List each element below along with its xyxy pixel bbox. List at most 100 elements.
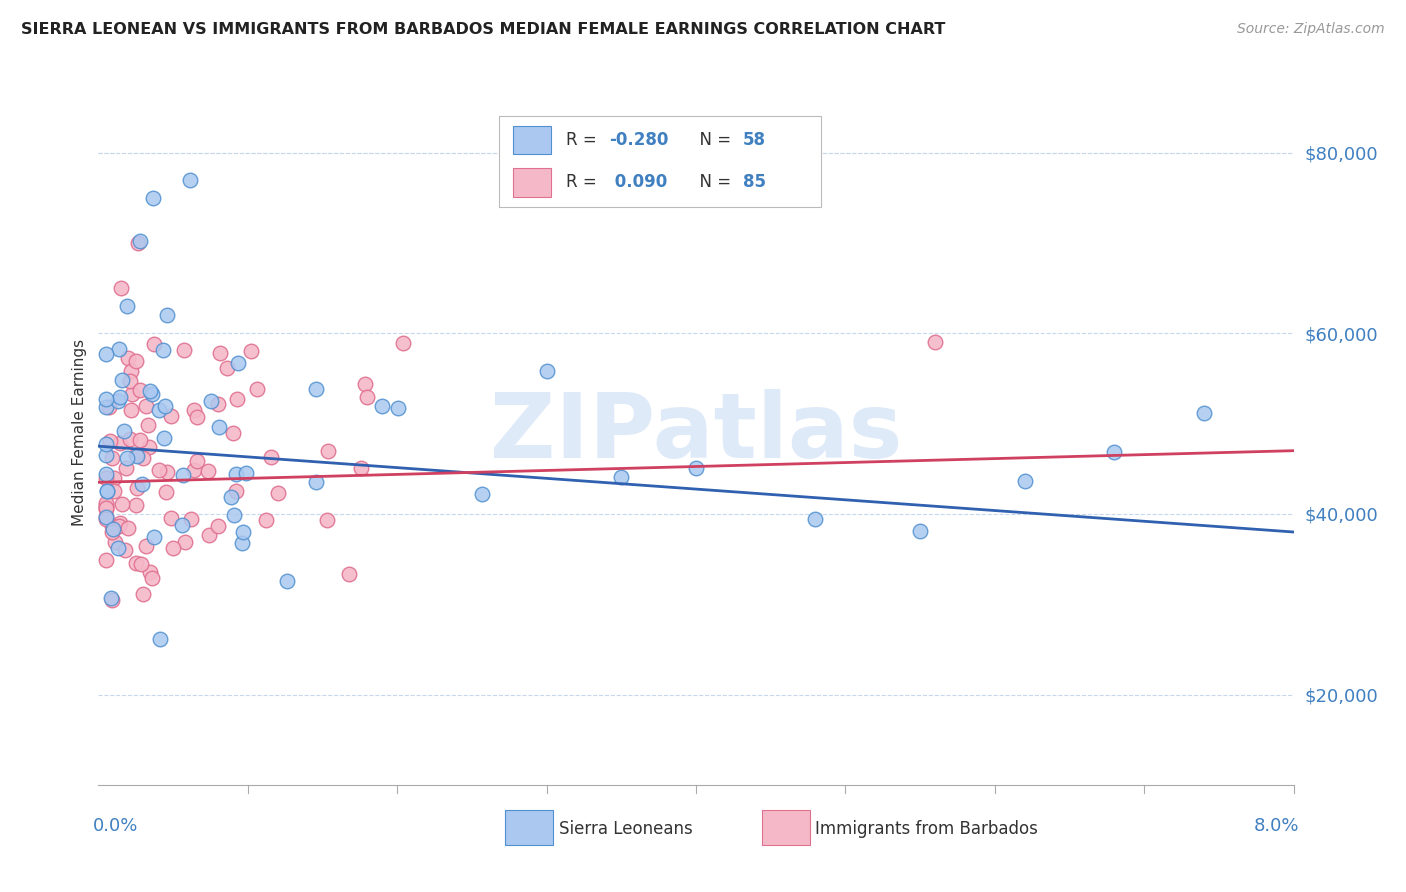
- Point: [100, 519, 122, 533]
- Point: [371, 399, 394, 413]
- Point: [138, 440, 160, 454]
- Point: [156, 308, 179, 322]
- Point: [136, 417, 159, 432]
- Point: [207, 519, 229, 533]
- Text: 0.090: 0.090: [609, 173, 666, 192]
- Y-axis label: Median Female Earnings: Median Female Earnings: [72, 339, 87, 526]
- Point: [127, 235, 149, 250]
- Point: [337, 566, 360, 581]
- Point: [108, 435, 131, 450]
- Point: [131, 477, 153, 491]
- Point: [94, 392, 117, 407]
- Text: 8.0%: 8.0%: [1254, 817, 1299, 835]
- Point: [152, 343, 174, 357]
- Point: [96, 483, 118, 498]
- Point: [94, 400, 117, 414]
- Point: [173, 343, 195, 357]
- Point: [94, 471, 117, 485]
- Point: [117, 520, 139, 534]
- Point: [354, 376, 377, 391]
- Point: [94, 511, 117, 525]
- Point: [94, 502, 117, 516]
- Point: [174, 535, 197, 549]
- Point: [114, 461, 136, 475]
- Point: [111, 497, 134, 511]
- Text: 0.0%: 0.0%: [93, 817, 138, 835]
- Point: [125, 481, 148, 495]
- Point: [120, 403, 142, 417]
- Point: [924, 335, 946, 350]
- Point: [141, 387, 163, 401]
- Bar: [505, 810, 553, 845]
- Point: [94, 500, 117, 515]
- Point: [217, 361, 239, 376]
- Point: [118, 374, 141, 388]
- Point: [316, 444, 339, 458]
- Point: [225, 483, 247, 498]
- Point: [148, 462, 170, 476]
- Point: [127, 450, 149, 464]
- Point: [231, 535, 253, 549]
- Point: [148, 403, 170, 417]
- Point: [536, 364, 558, 378]
- Text: Source: ZipAtlas.com: Source: ZipAtlas.com: [1237, 22, 1385, 37]
- Point: [1104, 444, 1126, 458]
- Point: [125, 556, 148, 570]
- Point: [155, 484, 177, 499]
- Point: [304, 475, 326, 489]
- Point: [108, 342, 131, 356]
- Bar: [513, 169, 551, 196]
- Point: [260, 450, 283, 465]
- FancyBboxPatch shape: [499, 116, 821, 207]
- Point: [804, 512, 827, 526]
- Point: [103, 522, 125, 536]
- Point: [208, 345, 231, 359]
- Point: [121, 386, 143, 401]
- Point: [103, 471, 125, 485]
- Point: [100, 524, 122, 539]
- Point: [143, 337, 166, 351]
- Point: [94, 448, 117, 462]
- Point: [100, 593, 122, 607]
- Text: R =: R =: [565, 173, 602, 192]
- Point: [471, 487, 494, 501]
- Point: [139, 565, 162, 579]
- Point: [235, 466, 257, 480]
- Point: [94, 500, 117, 514]
- Point: [120, 363, 142, 377]
- Point: [104, 535, 127, 549]
- Point: [226, 392, 249, 406]
- Point: [135, 399, 157, 413]
- Point: [96, 467, 118, 481]
- Point: [139, 384, 162, 399]
- Point: [685, 460, 707, 475]
- Point: [387, 401, 409, 416]
- Point: [148, 632, 170, 647]
- Point: [112, 424, 135, 438]
- Point: [1192, 406, 1215, 420]
- Point: [142, 191, 165, 205]
- Point: [135, 539, 157, 553]
- Point: [183, 463, 205, 477]
- Point: [94, 510, 117, 524]
- Point: [183, 403, 205, 417]
- Point: [108, 518, 131, 533]
- Text: N =: N =: [689, 173, 737, 192]
- Point: [222, 508, 245, 522]
- Point: [117, 351, 139, 365]
- Point: [1014, 475, 1036, 489]
- Point: [267, 486, 290, 500]
- Point: [115, 450, 138, 465]
- Bar: [513, 126, 551, 154]
- Point: [162, 541, 184, 556]
- Point: [107, 394, 129, 409]
- Point: [232, 524, 254, 539]
- Text: Sierra Leoneans: Sierra Leoneans: [558, 820, 692, 838]
- Text: 58: 58: [742, 131, 766, 149]
- Point: [107, 541, 129, 555]
- Point: [172, 517, 194, 532]
- Text: N =: N =: [689, 131, 737, 149]
- Point: [180, 512, 202, 526]
- Point: [94, 498, 117, 512]
- Bar: [762, 810, 810, 845]
